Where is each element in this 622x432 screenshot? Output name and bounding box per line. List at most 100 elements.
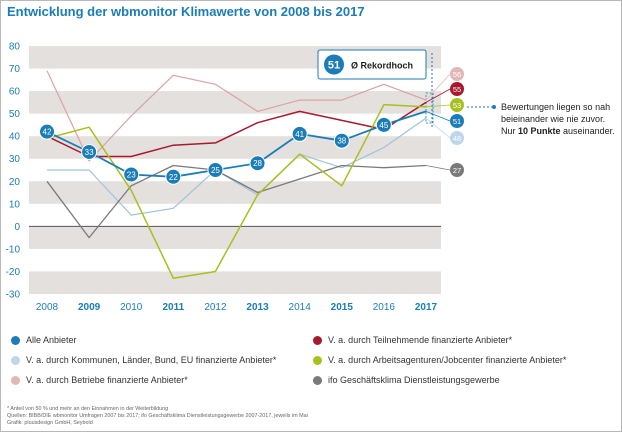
- data-label-alle: 23: [127, 171, 136, 180]
- legend-item-alle: Alle Anbieter: [11, 335, 77, 345]
- x-tick-label: 2016: [373, 302, 396, 313]
- y-tick-label: 30: [9, 154, 21, 165]
- data-point-alle: [249, 155, 266, 172]
- data-label-alle: 38: [337, 137, 346, 146]
- x-tick-label: 2012: [204, 302, 227, 313]
- data-label-alle: 42: [43, 128, 52, 137]
- y-tick-label: 20: [9, 177, 21, 188]
- x-tick-label: 2015: [331, 302, 354, 313]
- data-point-alle: [123, 166, 140, 183]
- end-connector: [425, 73, 451, 101]
- footnote-asterisk: * Anteil von 50 % und mehr an den Einnah…: [7, 406, 169, 412]
- x-tick-label: 2009: [78, 302, 101, 313]
- note-line-3: Nur 10 Punkte auseinander.: [501, 126, 615, 136]
- y-tick-label: 40: [9, 132, 21, 143]
- x-tick-label: 2010: [120, 302, 143, 313]
- x-tick-label: 2011: [162, 302, 184, 313]
- grid-band: [29, 91, 441, 114]
- legend-label: V. a. durch Teilnehmende finanzierte Anb…: [328, 335, 513, 345]
- x-tick-label: 2008: [36, 302, 59, 313]
- legend-swatch: [11, 335, 20, 345]
- data-label-alle: 45: [379, 121, 388, 130]
- end-badge-arbeitsagenturen: [450, 98, 464, 112]
- footnote-credit: Grafik: pluusdesign GmbH, Seybold: [7, 420, 93, 426]
- legend-swatch: [313, 355, 322, 365]
- legend-swatch: [313, 335, 322, 345]
- series-line-teilnehmende: [46, 101, 427, 158]
- data-label-alle: 25: [211, 166, 220, 175]
- legend-label: Alle Anbieter: [26, 335, 77, 345]
- end-label-arbeitsagenturen: 53: [453, 101, 461, 110]
- data-point-alle: [165, 168, 182, 185]
- data-point-alle: [207, 162, 224, 178]
- data-label-alle: 28: [253, 159, 262, 168]
- end-connector: [425, 88, 451, 103]
- grid-band: [29, 181, 441, 204]
- end-label-betriebe: 56: [453, 70, 461, 79]
- legend-item-kommunen: V. a. durch Kommunen, Länder, Bund, EU f…: [11, 355, 276, 365]
- end-badge-kommunen: [450, 131, 464, 145]
- grid-band: [29, 271, 441, 294]
- end-badge-betriebe: [450, 67, 464, 81]
- data-point-alle: [39, 123, 55, 140]
- y-tick-label: 60: [9, 87, 21, 98]
- grid-band: [29, 226, 441, 249]
- series-line-arbeitsagenturen: [46, 103, 427, 279]
- spread-bracket: [425, 92, 434, 124]
- end-connector: [425, 111, 451, 122]
- legend-item-arbeitsagenturen: V. a. durch Arbeitsagenturen/Jobcenter f…: [313, 355, 566, 365]
- legend-item-betriebe: V. a. durch Betriebe finanzierte Anbiete…: [11, 375, 188, 385]
- chart-title: Entwicklung der wbmonitor Klimawerte von…: [7, 4, 365, 19]
- end-badge-teilnehmende: [450, 82, 464, 96]
- data-label-alle: 41: [295, 130, 304, 139]
- series-line-ifo: [46, 164, 427, 239]
- record-callout-box: [317, 49, 427, 80]
- end-connector: [425, 165, 451, 171]
- end-label-kommunen: 48: [453, 134, 461, 143]
- y-tick-label: 10: [9, 199, 21, 210]
- y-tick-label: 0: [14, 222, 20, 233]
- x-tick-label: 2017: [415, 302, 438, 313]
- data-label-alle: 22: [169, 173, 178, 182]
- x-tick-label: 2013: [246, 302, 269, 313]
- end-label-alle: 51: [453, 117, 461, 126]
- series-line-betriebe: [46, 70, 427, 162]
- series-line-kommunen: [47, 117, 427, 216]
- y-tick-label: -10: [6, 244, 21, 255]
- data-point-alle: [291, 125, 308, 142]
- y-tick-label: 70: [9, 64, 21, 75]
- legend-label: V. a. durch Betriebe finanzierte Anbiete…: [26, 375, 188, 385]
- footnote-sources: Quellen: BIBB/DIE wbmonitor Umfragen 200…: [7, 413, 308, 419]
- footnotes: * Anteil von 50 % und mehr an den Einnah…: [7, 406, 308, 427]
- record-badge: [324, 54, 344, 75]
- legend-swatch: [313, 375, 322, 385]
- y-tick-label: 50: [9, 109, 21, 120]
- x-tick-label: 2014: [289, 302, 312, 313]
- end-label-ifo: 27: [453, 166, 461, 175]
- y-tick-label: -20: [6, 267, 21, 278]
- legend-label: V. a. durch Kommunen, Länder, Bund, EU f…: [26, 355, 277, 365]
- data-point-alle: [81, 143, 98, 160]
- record-value: 51: [328, 60, 340, 72]
- data-point-alle: [375, 116, 392, 133]
- legend-swatch: [11, 355, 20, 365]
- end-connector: [425, 117, 451, 139]
- y-tick-label: -30: [6, 290, 21, 301]
- series-line-alle: [46, 110, 427, 178]
- legend-label: ifo Geschäftsklima Dienstleistungsgewerb…: [328, 375, 500, 385]
- legend-swatch: [11, 375, 20, 385]
- data-point-alle: [333, 132, 350, 149]
- y-tick-label: 80: [9, 42, 21, 53]
- end-label-teilnehmende: 55: [453, 85, 461, 94]
- note-dot: [492, 105, 496, 109]
- note-line-2: beieinander wie nie zuvor.: [501, 114, 605, 124]
- note-line-1: Bewertungen liegen so nah: [501, 102, 610, 112]
- record-text: Ø Rekordhoch: [351, 61, 413, 71]
- legend-label: V. a. durch Arbeitsagenturen/Jobcenter f…: [328, 355, 567, 365]
- end-badge-ifo: [450, 163, 464, 177]
- end-badge-alle: [450, 114, 464, 128]
- legend-item-teilnehmende: V. a. durch Teilnehmende finanzierte Anb…: [313, 335, 512, 345]
- data-label-alle: 33: [85, 148, 94, 157]
